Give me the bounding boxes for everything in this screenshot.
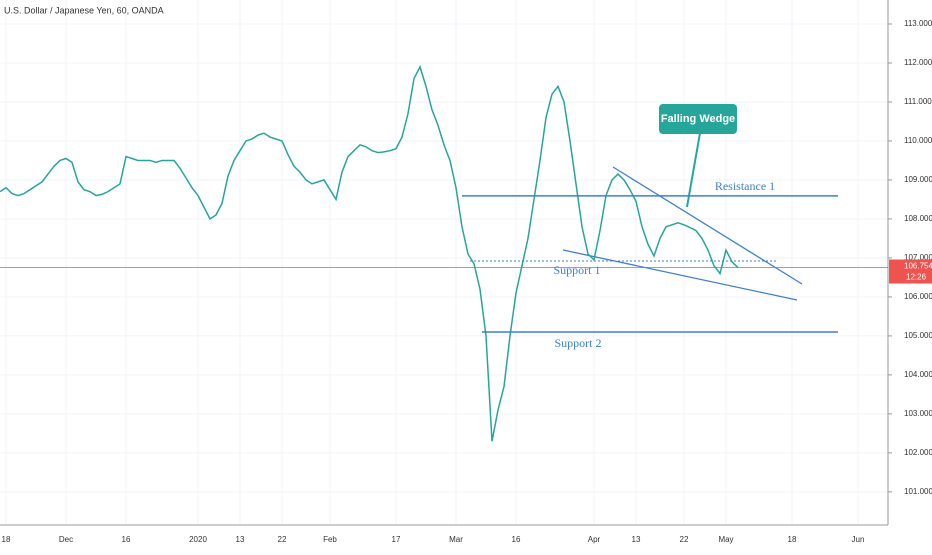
x-tick-label: 16 xyxy=(512,535,521,544)
last-price-box xyxy=(889,259,932,284)
callout-text: Falling Wedge xyxy=(661,113,735,125)
x-tick-label: 13 xyxy=(632,535,641,544)
x-tick-label: 2020 xyxy=(189,535,207,544)
callout-pointer xyxy=(686,132,701,208)
y-tick-label: 110.000 xyxy=(904,136,932,145)
price-line xyxy=(0,64,739,442)
x-tick-label: 18 xyxy=(788,535,797,544)
y-tick-label: 113.000 xyxy=(904,19,932,28)
x-tick-label: 22 xyxy=(680,535,689,544)
countdown-label: 12:26 xyxy=(906,273,927,282)
wedge-lower xyxy=(562,249,798,301)
x-tick-label: Feb xyxy=(323,535,337,544)
y-tick-label: 111.000 xyxy=(904,97,932,106)
y-tick-label: 105.000 xyxy=(904,331,932,340)
y-tick-label: 108.000 xyxy=(904,214,932,223)
x-tick-label: Dec xyxy=(59,535,73,544)
level-label: Support 1 xyxy=(553,263,600,277)
y-tick-label: 101.000 xyxy=(904,487,932,496)
x-tick-label: 18 xyxy=(2,535,11,544)
grid xyxy=(0,0,888,525)
y-tick-label: 107.000 xyxy=(904,253,932,262)
chart-title: U.S. Dollar / Japanese Yen, 60, OANDA xyxy=(4,5,164,15)
x-tick-label: Apr xyxy=(588,535,601,544)
y-tick-label: 104.000 xyxy=(904,370,932,379)
x-tick-label: Mar xyxy=(449,535,463,544)
callout-box xyxy=(659,104,737,134)
wedge-upper xyxy=(612,166,803,285)
last-price-label: 106.754 xyxy=(904,262,932,271)
level-label: Support 2 xyxy=(554,336,601,350)
y-tick-label: 106.000 xyxy=(904,292,932,301)
x-tick-label: Jun xyxy=(852,535,865,544)
y-tick-label: 102.000 xyxy=(904,448,932,457)
x-tick-label: 13 xyxy=(236,535,245,544)
x-tick-label: 16 xyxy=(122,535,131,544)
x-tick-label: 17 xyxy=(392,535,401,544)
y-tick-label: 109.000 xyxy=(904,175,932,184)
level-label: Resistance 1 xyxy=(715,179,775,193)
y-tick-label: 112.000 xyxy=(904,58,932,67)
x-tick-label: May xyxy=(718,535,733,544)
x-tick-label: 22 xyxy=(278,535,287,544)
y-tick-label: 103.000 xyxy=(904,409,932,418)
